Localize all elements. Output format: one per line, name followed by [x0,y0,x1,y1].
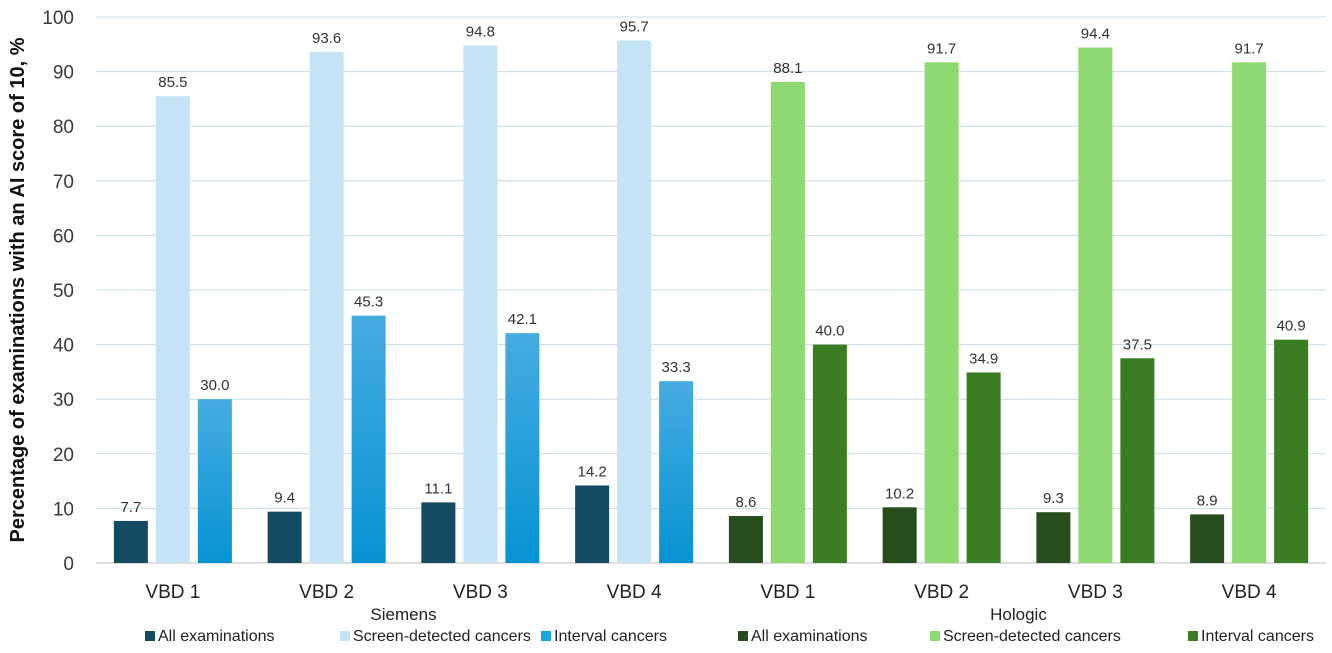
legend-swatch [340,631,350,641]
data-label: 30.0 [200,377,229,394]
data-label: 88.1 [773,60,802,77]
y-tick-label: 20 [53,445,74,466]
bar [924,62,959,564]
data-label: 8.9 [1197,492,1218,509]
y-tick-label: 90 [53,63,74,84]
bar [113,520,148,563]
bar [267,511,302,563]
bar [463,45,498,564]
y-tick-label: 50 [53,281,74,302]
data-label: 91.7 [1235,40,1264,57]
data-labels: 7.7 85.5 30.0 9.4 93.6 45.3 11.1 94.8 42.1 14.2 95… [120,18,1305,515]
bar [505,333,540,563]
legend-entry: All examinations [158,628,275,645]
x-tick-label: VBD 2 [299,582,354,603]
x-tick-label: VBD 1 [145,582,200,603]
bar [197,399,232,563]
group-label: Siemens [370,605,436,624]
data-label: 7.7 [120,499,141,516]
data-label: 85.5 [158,74,187,91]
data-label: 33.3 [662,359,691,376]
data-label: 42.1 [508,311,537,328]
bar [1036,512,1071,563]
x-tick-label: VBD 2 [914,582,969,603]
legend-entry: Screen-detected cancers [353,628,531,645]
data-label: 34.9 [969,350,998,367]
data-label: 94.4 [1081,26,1110,43]
y-tick-label: 10 [53,499,74,520]
bar [770,81,805,563]
x-tick-label: VBD 4 [607,582,662,603]
y-tick-label: 70 [53,172,74,193]
group-label: Hologic [990,605,1047,624]
legend-entry: Interval cancers [1201,628,1314,645]
y-tick-label: 60 [53,226,74,247]
legend-swatch [1188,631,1198,641]
bar [617,40,652,563]
x-tick-label: VBD 4 [1222,582,1277,603]
data-label: 11.1 [424,480,452,497]
data-label: 9.3 [1043,490,1064,507]
data-label: 8.6 [735,494,756,511]
bar [882,507,917,563]
bar [1274,339,1309,563]
bar [575,485,610,563]
data-label: 40.0 [815,323,844,340]
data-label: 37.5 [1123,336,1152,353]
bar [155,96,190,564]
bar [966,372,1001,563]
data-label: 45.3 [354,294,383,311]
x-axis: VBD 1 VBD 2 VBD 3 VBD 4 Siemens VBD 1 VBD 2 VBD… [145,582,1277,624]
y-axis-label: Percentage of examinations with an AI sc… [7,37,29,542]
legend-swatch [145,631,155,641]
x-tick-label: VBD 1 [760,582,815,603]
bar [421,502,456,563]
y-axis-ticks: 0 10 20 30 40 50 60 70 80 90 100 [42,8,74,575]
data-label: 91.7 [927,40,956,57]
bar [659,381,694,563]
y-tick-label: 100 [42,8,74,29]
data-label: 94.8 [466,23,495,40]
bar [309,51,344,563]
data-label: 95.7 [620,18,649,35]
data-label: 93.6 [312,30,341,47]
bar [1078,47,1113,564]
bars [113,40,1309,564]
bar [812,344,847,563]
y-tick-label: 0 [63,554,74,575]
legend-swatch [541,631,551,641]
gridlines [96,16,1326,564]
data-label: 9.4 [274,490,295,507]
legend: All examinations Screen-detected cancers I… [145,628,1314,645]
bar [1190,514,1225,563]
data-label: 14.2 [578,463,607,480]
bar [728,516,763,563]
legend-swatch [738,631,748,641]
legend-entry: Screen-detected cancers [943,628,1121,645]
x-tick-label: VBD 3 [453,582,508,603]
bar [1120,358,1155,563]
legend-swatch [930,631,940,641]
data-label: 40.9 [1277,318,1306,335]
y-tick-label: 40 [53,336,74,357]
data-label: 10.2 [885,485,914,502]
bar [1232,62,1267,564]
y-tick-label: 30 [53,390,74,411]
legend-entry: Interval cancers [554,628,667,645]
y-tick-label: 80 [53,117,74,138]
x-tick-label: VBD 3 [1068,582,1123,603]
legend-entry: All examinations [751,628,868,645]
bar [351,315,386,563]
